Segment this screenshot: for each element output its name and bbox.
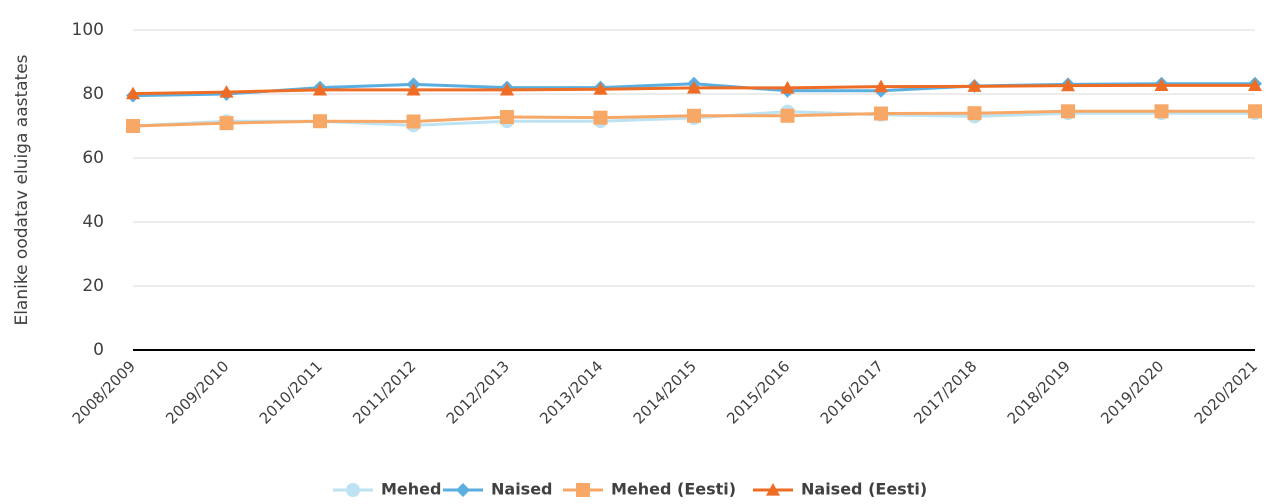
x-tick-label: 2009/2010 xyxy=(162,357,232,427)
marker xyxy=(126,86,140,100)
x-tick-label: 2012/2013 xyxy=(443,357,513,427)
marker xyxy=(687,108,701,123)
marker xyxy=(576,483,590,497)
marker xyxy=(500,110,514,125)
y-tick-label: 0 xyxy=(93,340,104,360)
marker xyxy=(780,80,795,94)
marker xyxy=(1248,78,1262,91)
x-tick-label: 2010/2011 xyxy=(256,357,326,427)
marker xyxy=(406,82,421,96)
marker xyxy=(1154,104,1169,119)
marker xyxy=(967,106,982,121)
marker xyxy=(126,119,140,133)
y-tick-label: 80 xyxy=(82,84,104,104)
x-tick-label: 2011/2012 xyxy=(349,357,419,427)
marker xyxy=(1248,104,1262,119)
marker xyxy=(593,110,608,125)
x-tick-label: 2013/2014 xyxy=(536,357,606,427)
legend-label: Mehed xyxy=(381,480,441,499)
marker xyxy=(456,483,470,497)
marker xyxy=(219,85,234,98)
legend-label: Mehed (Eesti) xyxy=(611,480,736,499)
y-tick-label: 100 xyxy=(72,20,104,40)
marker xyxy=(500,82,514,96)
marker xyxy=(874,106,888,121)
x-tick-label: 2008/2009 xyxy=(69,357,139,427)
marker xyxy=(1061,104,1075,119)
x-tick-label: 2019/2020 xyxy=(1097,357,1167,427)
y-tick-label: 40 xyxy=(82,212,104,232)
x-tick-label: 2016/2017 xyxy=(817,357,887,427)
marker xyxy=(967,79,982,92)
marker xyxy=(687,80,701,94)
x-tick-label: 2018/2019 xyxy=(1004,357,1074,427)
x-tick-label: 2017/2018 xyxy=(910,357,980,427)
y-tick-label: 60 xyxy=(82,148,104,168)
marker xyxy=(874,79,888,93)
marker xyxy=(313,82,327,96)
marker xyxy=(766,483,780,496)
x-tick-label: 2015/2016 xyxy=(723,357,793,427)
marker xyxy=(1154,78,1169,91)
marker xyxy=(406,114,421,129)
marker xyxy=(593,82,608,95)
legend-label: Naised xyxy=(491,480,553,499)
marker xyxy=(1061,78,1075,92)
marker xyxy=(780,108,795,123)
x-tick-label: 2020/2021 xyxy=(1191,357,1261,427)
marker xyxy=(346,483,360,497)
y-axis-label: Elanike oodatav eluiga aastates xyxy=(12,54,32,325)
marker xyxy=(219,116,234,131)
x-tick-label: 2014/2015 xyxy=(630,357,700,427)
marker xyxy=(313,114,327,129)
legend-label: Naised (Eesti) xyxy=(801,480,927,499)
y-tick-label: 20 xyxy=(82,276,104,296)
